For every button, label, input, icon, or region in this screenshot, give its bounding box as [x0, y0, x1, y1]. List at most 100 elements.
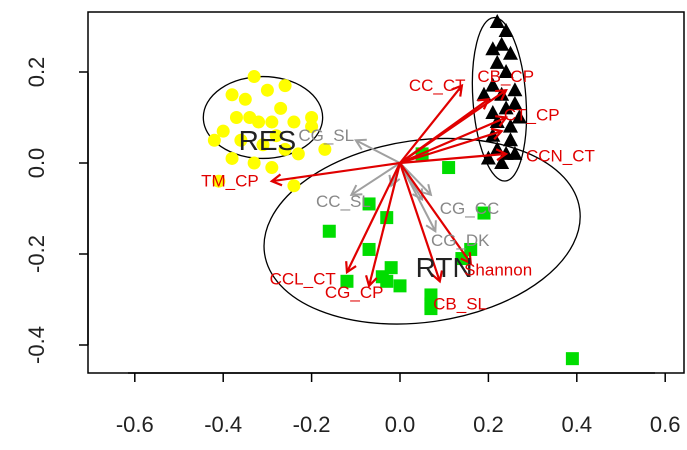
- red-vector-tm-cp-head: [269, 173, 283, 187]
- group-label-rtn: RTN: [416, 252, 473, 283]
- res-point-18: [278, 142, 292, 156]
- group-3-point-4: [485, 41, 501, 56]
- gray-vector-cg-cc-shaft: [399, 162, 432, 196]
- gray-vector-cg-sl: [354, 138, 401, 164]
- group-3-point-9: [507, 82, 523, 97]
- res-point-9: [287, 115, 301, 129]
- gray-vector-unlabeled-5-head: [388, 174, 401, 188]
- y-tick-label-2: -0.2: [24, 235, 49, 273]
- gray-vector-cg-dk-head: [425, 220, 437, 234]
- red-vector-cb-sl-head: [430, 270, 444, 284]
- group-3-point-2: [498, 23, 514, 38]
- gray-vector-cg-cc: [399, 162, 433, 197]
- group-3-point-22: [507, 145, 523, 160]
- rtn-point-13: [380, 274, 394, 288]
- y-tick-label-3: 0.0: [24, 148, 49, 179]
- rtn-point-12: [340, 274, 354, 288]
- res-point-21: [305, 111, 319, 124]
- red-vector-cb-sl: [398, 162, 444, 284]
- red-vector-cg-cp-head: [364, 274, 378, 288]
- group-ellipses: [202, 16, 581, 325]
- gray-vector-cc-sl-shaft: [350, 162, 401, 196]
- res-point-25: [212, 174, 226, 188]
- label-ccn-ct: CCN_CT: [526, 147, 595, 166]
- red-vector-unlabeled-11-shaft: [399, 130, 502, 165]
- red-vector-unlabeled-10: [399, 98, 491, 164]
- rtn-point-2: [442, 161, 456, 175]
- red-vectors: [269, 83, 509, 288]
- group-3-point-12: [507, 95, 523, 110]
- x-tick-label-7: 0.6: [650, 412, 681, 437]
- ellipse-group-3: [471, 16, 528, 182]
- x-tick-label-3: -0.2: [293, 412, 331, 437]
- label-cg-dk: CG_DK: [431, 231, 490, 250]
- red-vector-cg-cp-shaft: [367, 162, 402, 287]
- red-vector-ccn-ct-head: [495, 148, 509, 162]
- res-point-17: [207, 133, 221, 147]
- red-vector-cc-ct-head: [451, 83, 464, 97]
- label-cc-ct: CC_CT: [409, 76, 466, 95]
- res-point-5: [238, 92, 252, 106]
- res-point-13: [216, 124, 230, 138]
- red-vector-ccl-ct-shaft: [345, 162, 401, 273]
- x-tick-label-2: -0.4: [204, 412, 242, 437]
- label-shannon: Shannon: [464, 260, 532, 279]
- group-3-point-6: [489, 54, 505, 69]
- res-point-19: [291, 147, 305, 161]
- res-point-23: [247, 156, 261, 170]
- group-3-point-10: [476, 86, 492, 101]
- red-vector-unlabeled-10-shaft: [399, 98, 490, 164]
- label-cg-cp: CG_CP: [325, 283, 384, 302]
- group-3-point-5: [503, 45, 518, 60]
- res-point-1: [247, 70, 261, 84]
- group-3-point-7: [498, 64, 514, 78]
- rtn-point-18: [565, 352, 579, 366]
- group-3-point-23: [480, 150, 496, 165]
- group-3-point-1: [489, 13, 505, 28]
- res-point-6: [274, 101, 288, 115]
- red-vector-ct-cp-shaft: [399, 116, 507, 165]
- res-point-10: [229, 111, 243, 124]
- res-point-2: [260, 83, 274, 97]
- res-point-24: [265, 161, 279, 175]
- gray-vector-cc-sl: [349, 162, 401, 196]
- y-axis: -0.4 -0.2 0.0 0.2: [24, 57, 89, 364]
- label-cb-cp: CB_CP: [477, 67, 534, 86]
- res-point-11: [243, 111, 257, 124]
- vector-labels: RES RTN CG_SL CC_SL CG_CC CG_DK CC_CT CB_CP CT_C…: [201, 67, 595, 313]
- red-vector-ccl-ct-head: [345, 261, 357, 275]
- res-point-3: [278, 79, 292, 93]
- red-vector-cc-ct-shaft: [399, 84, 463, 164]
- group-label-res: RES: [239, 125, 297, 156]
- red-vector-tm-cp-shaft: [271, 161, 401, 183]
- data-points: [207, 13, 579, 366]
- red-vector-ccn-ct-shaft: [399, 152, 507, 165]
- x-axis: -0.6 -0.4 -0.2 0.0 0.2 0.4 0.6: [116, 372, 681, 437]
- label-cc-sl: CC_SL: [316, 192, 371, 211]
- red-vector-cb-cp-head: [495, 88, 508, 101]
- rtn-point-5: [477, 206, 491, 220]
- red-vector-unlabeled-11: [399, 127, 504, 165]
- group-3-point-17: [503, 118, 518, 133]
- label-cg-cc: CG_CC: [440, 199, 500, 218]
- res-point-14: [269, 129, 283, 143]
- red-vector-tm-cp: [269, 161, 401, 187]
- ellipse-res: [202, 75, 324, 160]
- res-point-20: [318, 142, 332, 156]
- res-point-4: [225, 88, 239, 102]
- red-vector-ccl-ct: [345, 162, 401, 275]
- x-tick-label-4: 0.0: [385, 412, 416, 437]
- group-3-point-3: [494, 36, 510, 51]
- red-vector-unlabeled-10-head: [477, 98, 491, 110]
- group-3-point-8: [485, 77, 501, 92]
- x-tick-label-6: 0.4: [562, 412, 593, 437]
- red-vector-cg-cp: [364, 162, 402, 288]
- rtn-point-3: [362, 197, 376, 211]
- rtn-point-7: [362, 242, 376, 256]
- gray-vector-cg-sl-shaft: [355, 139, 401, 164]
- rtn-point-6: [322, 224, 336, 238]
- red-vector-unlabeled-11-head: [490, 127, 504, 140]
- y-tick-label-4: 0.2: [24, 57, 49, 88]
- ellipse-rtn: [263, 137, 581, 325]
- res-point-8: [265, 115, 279, 129]
